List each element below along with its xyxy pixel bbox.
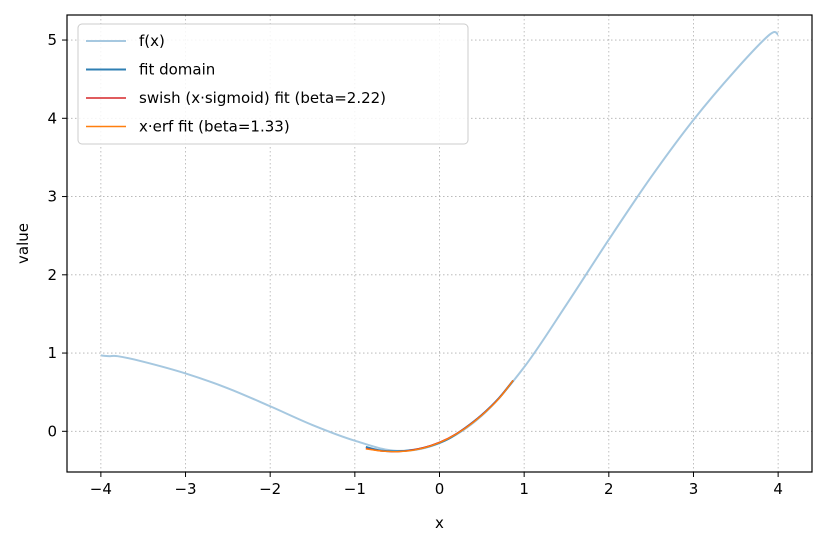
x-tick-label: −4 (90, 480, 112, 498)
legend-label: x·erf fit (beta=1.33) (139, 118, 290, 136)
y-tick-label: 5 (47, 31, 57, 49)
y-axis-label: value (14, 223, 32, 264)
x-tick-label: −3 (174, 480, 196, 498)
x-tick-label: 1 (519, 480, 529, 498)
x-axis: −4 −3 −2 −1 0 1 2 3 4 (90, 472, 783, 498)
series-xerf-fit (365, 380, 514, 453)
legend-label: f(x) (139, 32, 165, 50)
legend-label: fit domain (139, 61, 215, 79)
y-tick-label: 1 (47, 344, 57, 362)
x-axis-label: x (435, 514, 444, 532)
y-axis: 0 1 2 3 4 5 (47, 31, 67, 440)
legend: f(x) fit domain swish (x·sigmoid) fit (bet… (77, 23, 469, 145)
x-tick-label: 2 (604, 480, 614, 498)
y-tick-label: 0 (47, 422, 57, 440)
x-tick-label: 0 (435, 480, 445, 498)
y-tick-label: 3 (47, 188, 57, 206)
y-tick-label: 2 (47, 266, 57, 284)
series-layer (100, 30, 779, 453)
y-tick-label: 4 (47, 109, 57, 127)
legend-label: swish (x·sigmoid) fit (beta=2.22) (139, 89, 386, 107)
legend-box (77, 23, 469, 145)
x-tick-label: 3 (689, 480, 699, 498)
x-tick-label: 4 (773, 480, 783, 498)
x-tick-label: −2 (259, 480, 281, 498)
x-tick-label: −1 (344, 480, 366, 498)
